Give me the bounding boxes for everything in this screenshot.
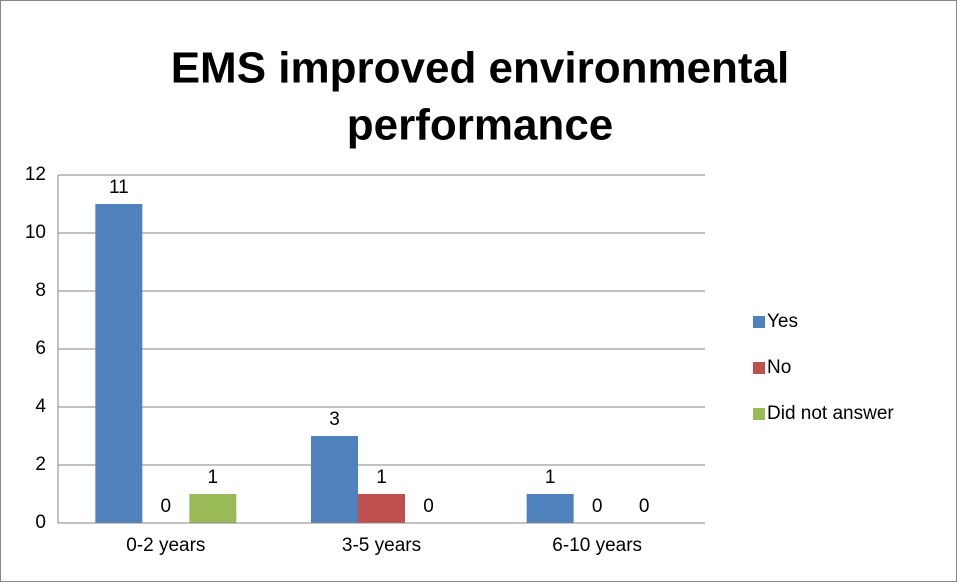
data-label: 0	[423, 496, 434, 517]
chart-title: EMS improved environmental	[171, 44, 790, 93]
y-tick-label: 12	[25, 164, 46, 185]
y-tick-label: 10	[25, 222, 46, 243]
data-label: 0	[161, 496, 172, 517]
legend-swatch	[753, 408, 765, 420]
y-tick-label: 8	[35, 280, 46, 301]
bar	[526, 494, 574, 523]
data-label: 1	[376, 467, 387, 488]
y-tick-label: 0	[35, 512, 46, 533]
y-tick-label: 2	[35, 454, 46, 475]
x-tick-label: 6-10 years	[552, 535, 642, 556]
data-label: 0	[592, 496, 603, 517]
chart-title: performance	[347, 101, 614, 150]
bar	[95, 204, 143, 523]
data-label: 1	[545, 467, 556, 488]
legend-label: Did not answer	[767, 403, 894, 424]
data-label: 1	[208, 467, 219, 488]
bar	[311, 436, 358, 523]
data-label: 0	[639, 496, 650, 517]
y-tick-label: 4	[35, 396, 46, 417]
legend-label: No	[767, 357, 791, 378]
legend-label: Yes	[767, 311, 798, 332]
bar	[358, 494, 405, 523]
x-tick-label: 0-2 years	[126, 535, 205, 556]
data-label: 3	[329, 409, 340, 430]
y-tick-label: 6	[35, 338, 46, 359]
legend-swatch	[753, 362, 765, 374]
x-tick-label: 3-5 years	[342, 535, 421, 556]
legend-swatch	[753, 316, 765, 328]
bar	[189, 494, 237, 523]
data-label: 11	[109, 177, 129, 198]
